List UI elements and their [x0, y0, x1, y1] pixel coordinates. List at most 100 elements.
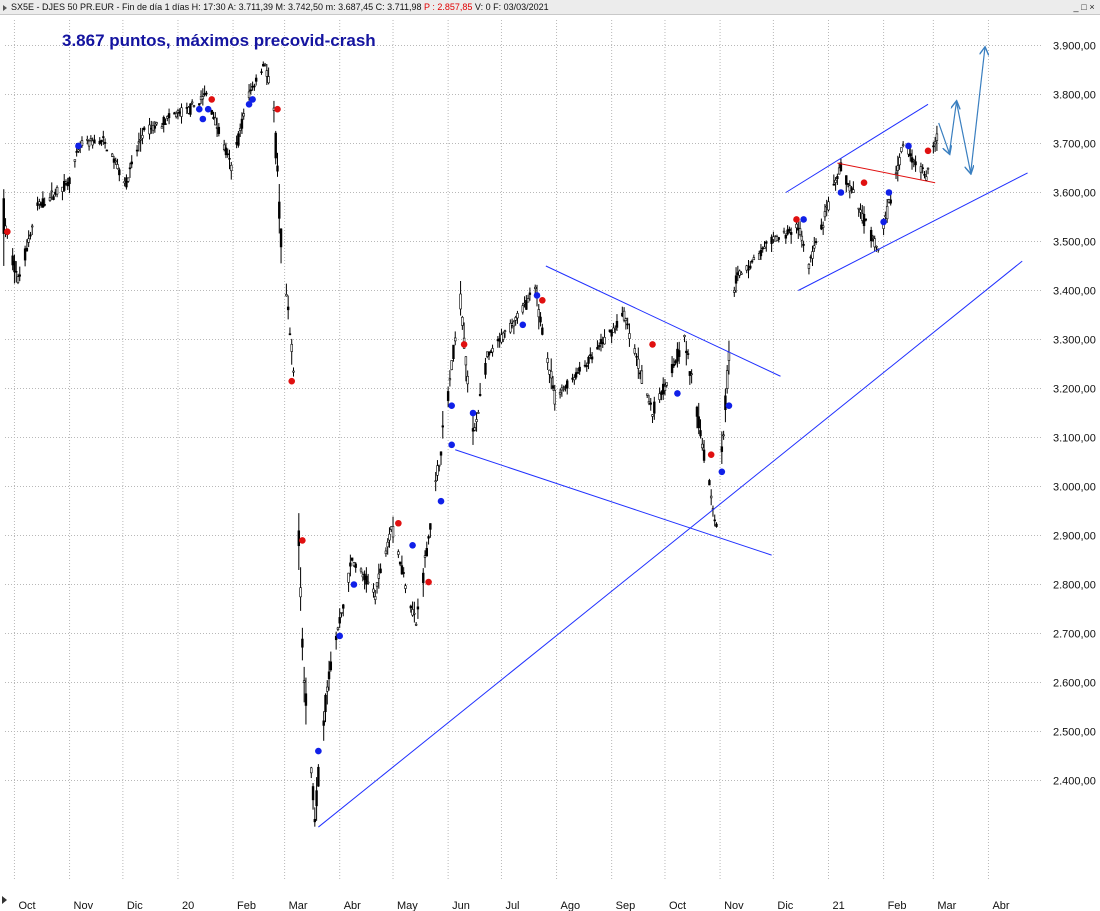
- candle-body: [871, 236, 875, 238]
- candle-body: [699, 430, 702, 437]
- x-tick-label: Abr: [992, 900, 1009, 911]
- x-tick-label: Dic: [777, 900, 793, 911]
- candle-body: [411, 609, 414, 616]
- candle-body: [622, 310, 626, 321]
- candle-body: [139, 139, 142, 141]
- close-icon[interactable]: ×: [1089, 2, 1095, 12]
- p-value: 2.857,85: [437, 2, 473, 12]
- y-tick-label: 2.900,00: [1053, 531, 1096, 543]
- trend-recent-upper: [785, 103, 929, 193]
- candle-body: [63, 181, 66, 191]
- candle-body: [550, 371, 553, 379]
- candle-body: [404, 585, 407, 589]
- candle-body: [230, 164, 233, 172]
- candle-body: [190, 101, 194, 104]
- candle-body: [802, 244, 805, 246]
- candle-body: [725, 370, 729, 389]
- y-tick-label: 3.600,00: [1053, 188, 1096, 200]
- blue-signal-dot: [448, 441, 455, 449]
- y-tick-label: 2.500,00: [1053, 727, 1096, 739]
- candle-body: [110, 153, 114, 157]
- candle-body: [189, 103, 192, 115]
- candle-body: [727, 351, 731, 361]
- red-signal-dot: [539, 297, 546, 304]
- blue-signal-dot: [674, 390, 681, 397]
- candle-body: [334, 635, 338, 641]
- candle-body: [452, 344, 455, 359]
- red-signal-dot: [924, 147, 932, 155]
- candle-body: [379, 568, 382, 574]
- x-tick-label: Oct: [18, 900, 35, 911]
- candle-body: [224, 147, 228, 156]
- candle-body: [596, 346, 599, 350]
- candle-body: [473, 427, 476, 431]
- candle-body: [304, 693, 308, 706]
- scroll-marker-icon[interactable]: [2, 896, 7, 904]
- candle-body: [174, 113, 178, 118]
- candle-body: [247, 91, 251, 99]
- candle-body: [770, 236, 773, 244]
- candle-body: [635, 355, 638, 358]
- candle-body: [354, 563, 357, 568]
- candle-body: [73, 159, 77, 162]
- candle-body: [375, 582, 379, 587]
- candle-body: [589, 354, 592, 356]
- candle-body: [640, 370, 644, 384]
- candle-body: [25, 247, 29, 252]
- candle-body: [359, 568, 363, 572]
- chart-title: 3.867 puntos, máximos precovid-crash: [62, 31, 376, 50]
- minimize-icon[interactable]: _: [1073, 2, 1079, 12]
- candle-body: [900, 147, 903, 152]
- candle-body: [925, 176, 928, 181]
- price-chart[interactable]: 3.900,00 3.800,00 3.700,00 3.600,00 3.500,00…: [0, 15, 1100, 911]
- candle-body: [441, 425, 444, 428]
- candle-body: [402, 572, 405, 574]
- y-tick-label: 3.400,00: [1053, 286, 1096, 298]
- x-tick-label: Nov: [724, 900, 744, 911]
- candle-body: [923, 174, 926, 176]
- candle-body: [386, 541, 389, 548]
- candle-body: [238, 127, 242, 131]
- candle-body: [397, 551, 400, 555]
- candle-body: [651, 414, 654, 417]
- candle-body: [502, 332, 505, 340]
- candle-body: [645, 393, 649, 396]
- candle-body: [624, 318, 628, 321]
- x-tick-label: Abr: [344, 900, 361, 911]
- candle-body: [286, 306, 290, 311]
- candle-body: [290, 344, 293, 352]
- candle-body: [836, 176, 839, 180]
- candle-body: [919, 166, 923, 173]
- candle-body: [253, 85, 256, 88]
- candle-body: [11, 255, 14, 266]
- candle-body: [366, 581, 370, 584]
- candle-body: [720, 446, 724, 452]
- candle-body: [665, 382, 668, 386]
- candle-body: [478, 394, 482, 396]
- candle-body: [713, 519, 716, 522]
- trend-red-short: [837, 162, 936, 184]
- candle-body: [578, 366, 581, 372]
- candle-body: [423, 555, 427, 558]
- candle-body: [614, 328, 617, 330]
- y-tick-label: 3.100,00: [1053, 433, 1096, 445]
- candle-body: [167, 113, 171, 119]
- candle-body: [590, 356, 594, 360]
- red-signal-dot: [860, 179, 868, 186]
- candle-body: [898, 157, 901, 166]
- red-signal-dot: [274, 105, 281, 113]
- candle-body: [55, 187, 59, 195]
- volume-value: 0: [485, 2, 491, 12]
- y-tick-label: 2.600,00: [1053, 678, 1096, 690]
- candle-body: [885, 205, 889, 220]
- candle-body: [832, 183, 836, 186]
- candle-body: [724, 395, 727, 411]
- trend-upper-channel: [545, 265, 781, 377]
- open-value: 3.711,39: [238, 2, 274, 12]
- candle-body: [697, 416, 700, 429]
- expand-triangle-icon[interactable]: [3, 4, 7, 11]
- candle-body: [86, 139, 89, 141]
- candle-body: [125, 177, 128, 188]
- candle-body: [176, 110, 180, 113]
- maximize-icon[interactable]: □: [1081, 2, 1087, 12]
